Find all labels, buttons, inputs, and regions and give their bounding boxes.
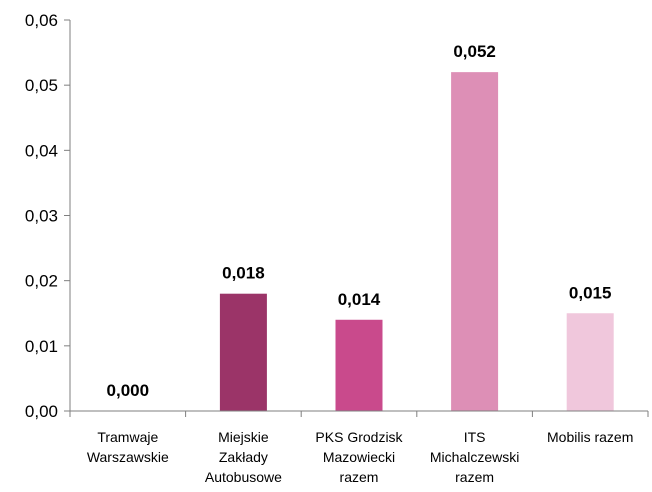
y-axis: 0,00 0,01 0,02 0,03 0,04 0,05 0,06: [25, 11, 71, 421]
y-tick-label: 0,01: [25, 337, 58, 356]
data-label: 0,015: [569, 283, 612, 302]
bar: [335, 319, 383, 411]
category-label-line: razem: [340, 469, 379, 485]
y-tick-label: 0,02: [25, 272, 58, 291]
category-label-line: Zakłady: [219, 449, 268, 465]
category-label: ITS Michalczewski razem: [430, 429, 519, 485]
category-label: Mobilis razem: [547, 429, 633, 445]
category-label-line: razem: [455, 469, 494, 485]
category-label-line: Mazowiecki: [323, 449, 395, 465]
data-label: 0,018: [222, 264, 265, 283]
data-label: 0,000: [107, 381, 150, 400]
data-label: 0,014: [338, 290, 381, 309]
category-label-line: Mobilis razem: [547, 429, 633, 445]
category-label-line: Michalczewski: [430, 449, 519, 465]
y-tick-label: 0,03: [25, 207, 58, 226]
data-labels: 0,000 0,018 0,014 0,052 0,015: [107, 42, 612, 400]
y-tick-label: 0,05: [25, 76, 58, 95]
category-label: Miejskie Zakłady Autobusowe: [205, 429, 282, 485]
bar: [566, 313, 614, 411]
y-tick-label: 0,06: [25, 11, 58, 30]
category-label-line: Autobusowe: [205, 469, 282, 485]
bar: [451, 72, 499, 411]
category-label-line: PKS Grodzisk: [315, 429, 403, 445]
category-label-line: ITS: [464, 429, 486, 445]
category-label-line: Tramwaje: [97, 429, 158, 445]
category-label: PKS Grodzisk Mazowiecki razem: [315, 429, 403, 485]
category-label: Tramwaje Warszawskie: [87, 429, 169, 465]
x-axis: Tramwaje Warszawskie Miejskie Zakłady Autobu…: [69, 410, 649, 485]
y-tick-label: 0,04: [25, 141, 58, 160]
bars: [219, 72, 614, 411]
data-label: 0,052: [453, 42, 496, 61]
category-label-line: Warszawskie: [87, 449, 169, 465]
category-label-line: Miejskie: [218, 429, 269, 445]
bar: [219, 293, 267, 411]
y-tick-label: 0,00: [25, 402, 58, 421]
